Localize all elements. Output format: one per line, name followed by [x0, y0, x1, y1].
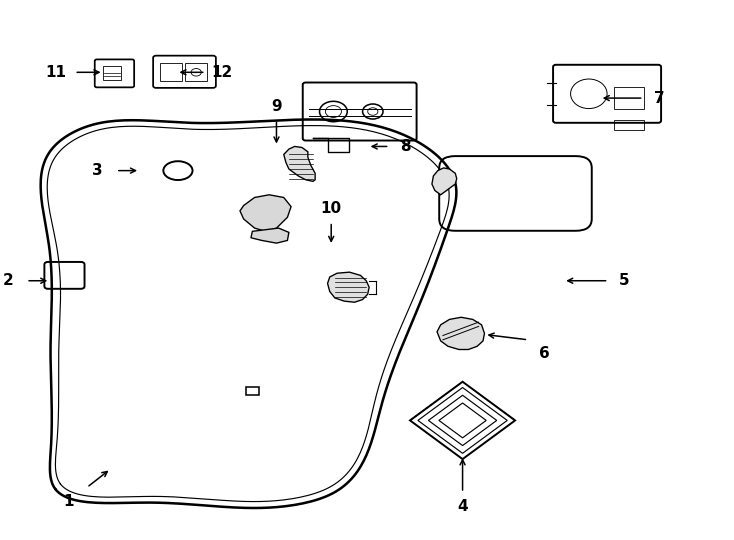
FancyBboxPatch shape [95, 59, 134, 87]
Polygon shape [240, 195, 291, 231]
Polygon shape [432, 168, 457, 195]
Ellipse shape [164, 161, 192, 180]
Text: 5: 5 [619, 273, 630, 288]
Polygon shape [410, 382, 515, 459]
Text: 8: 8 [400, 139, 411, 154]
Bar [246, 387, 259, 395]
Bar [161, 63, 182, 82]
Text: 7: 7 [654, 91, 665, 106]
Text: 11: 11 [46, 65, 67, 80]
Text: 1: 1 [63, 494, 73, 509]
Text: 4: 4 [457, 499, 468, 514]
Polygon shape [437, 318, 484, 349]
Text: 3: 3 [92, 163, 103, 178]
FancyBboxPatch shape [302, 83, 417, 140]
Text: 2: 2 [2, 273, 13, 288]
Polygon shape [284, 146, 315, 181]
FancyBboxPatch shape [439, 156, 592, 231]
Text: 12: 12 [211, 65, 233, 80]
Text: 6: 6 [539, 346, 550, 361]
Polygon shape [251, 228, 289, 243]
FancyBboxPatch shape [153, 56, 216, 88]
Bar [614, 87, 644, 109]
Text: 10: 10 [321, 201, 342, 215]
Bar [103, 66, 121, 80]
FancyBboxPatch shape [44, 262, 84, 289]
FancyBboxPatch shape [553, 65, 661, 123]
Polygon shape [327, 272, 369, 302]
Bar [185, 63, 207, 82]
Text: 9: 9 [271, 99, 282, 113]
Bar [614, 119, 644, 130]
